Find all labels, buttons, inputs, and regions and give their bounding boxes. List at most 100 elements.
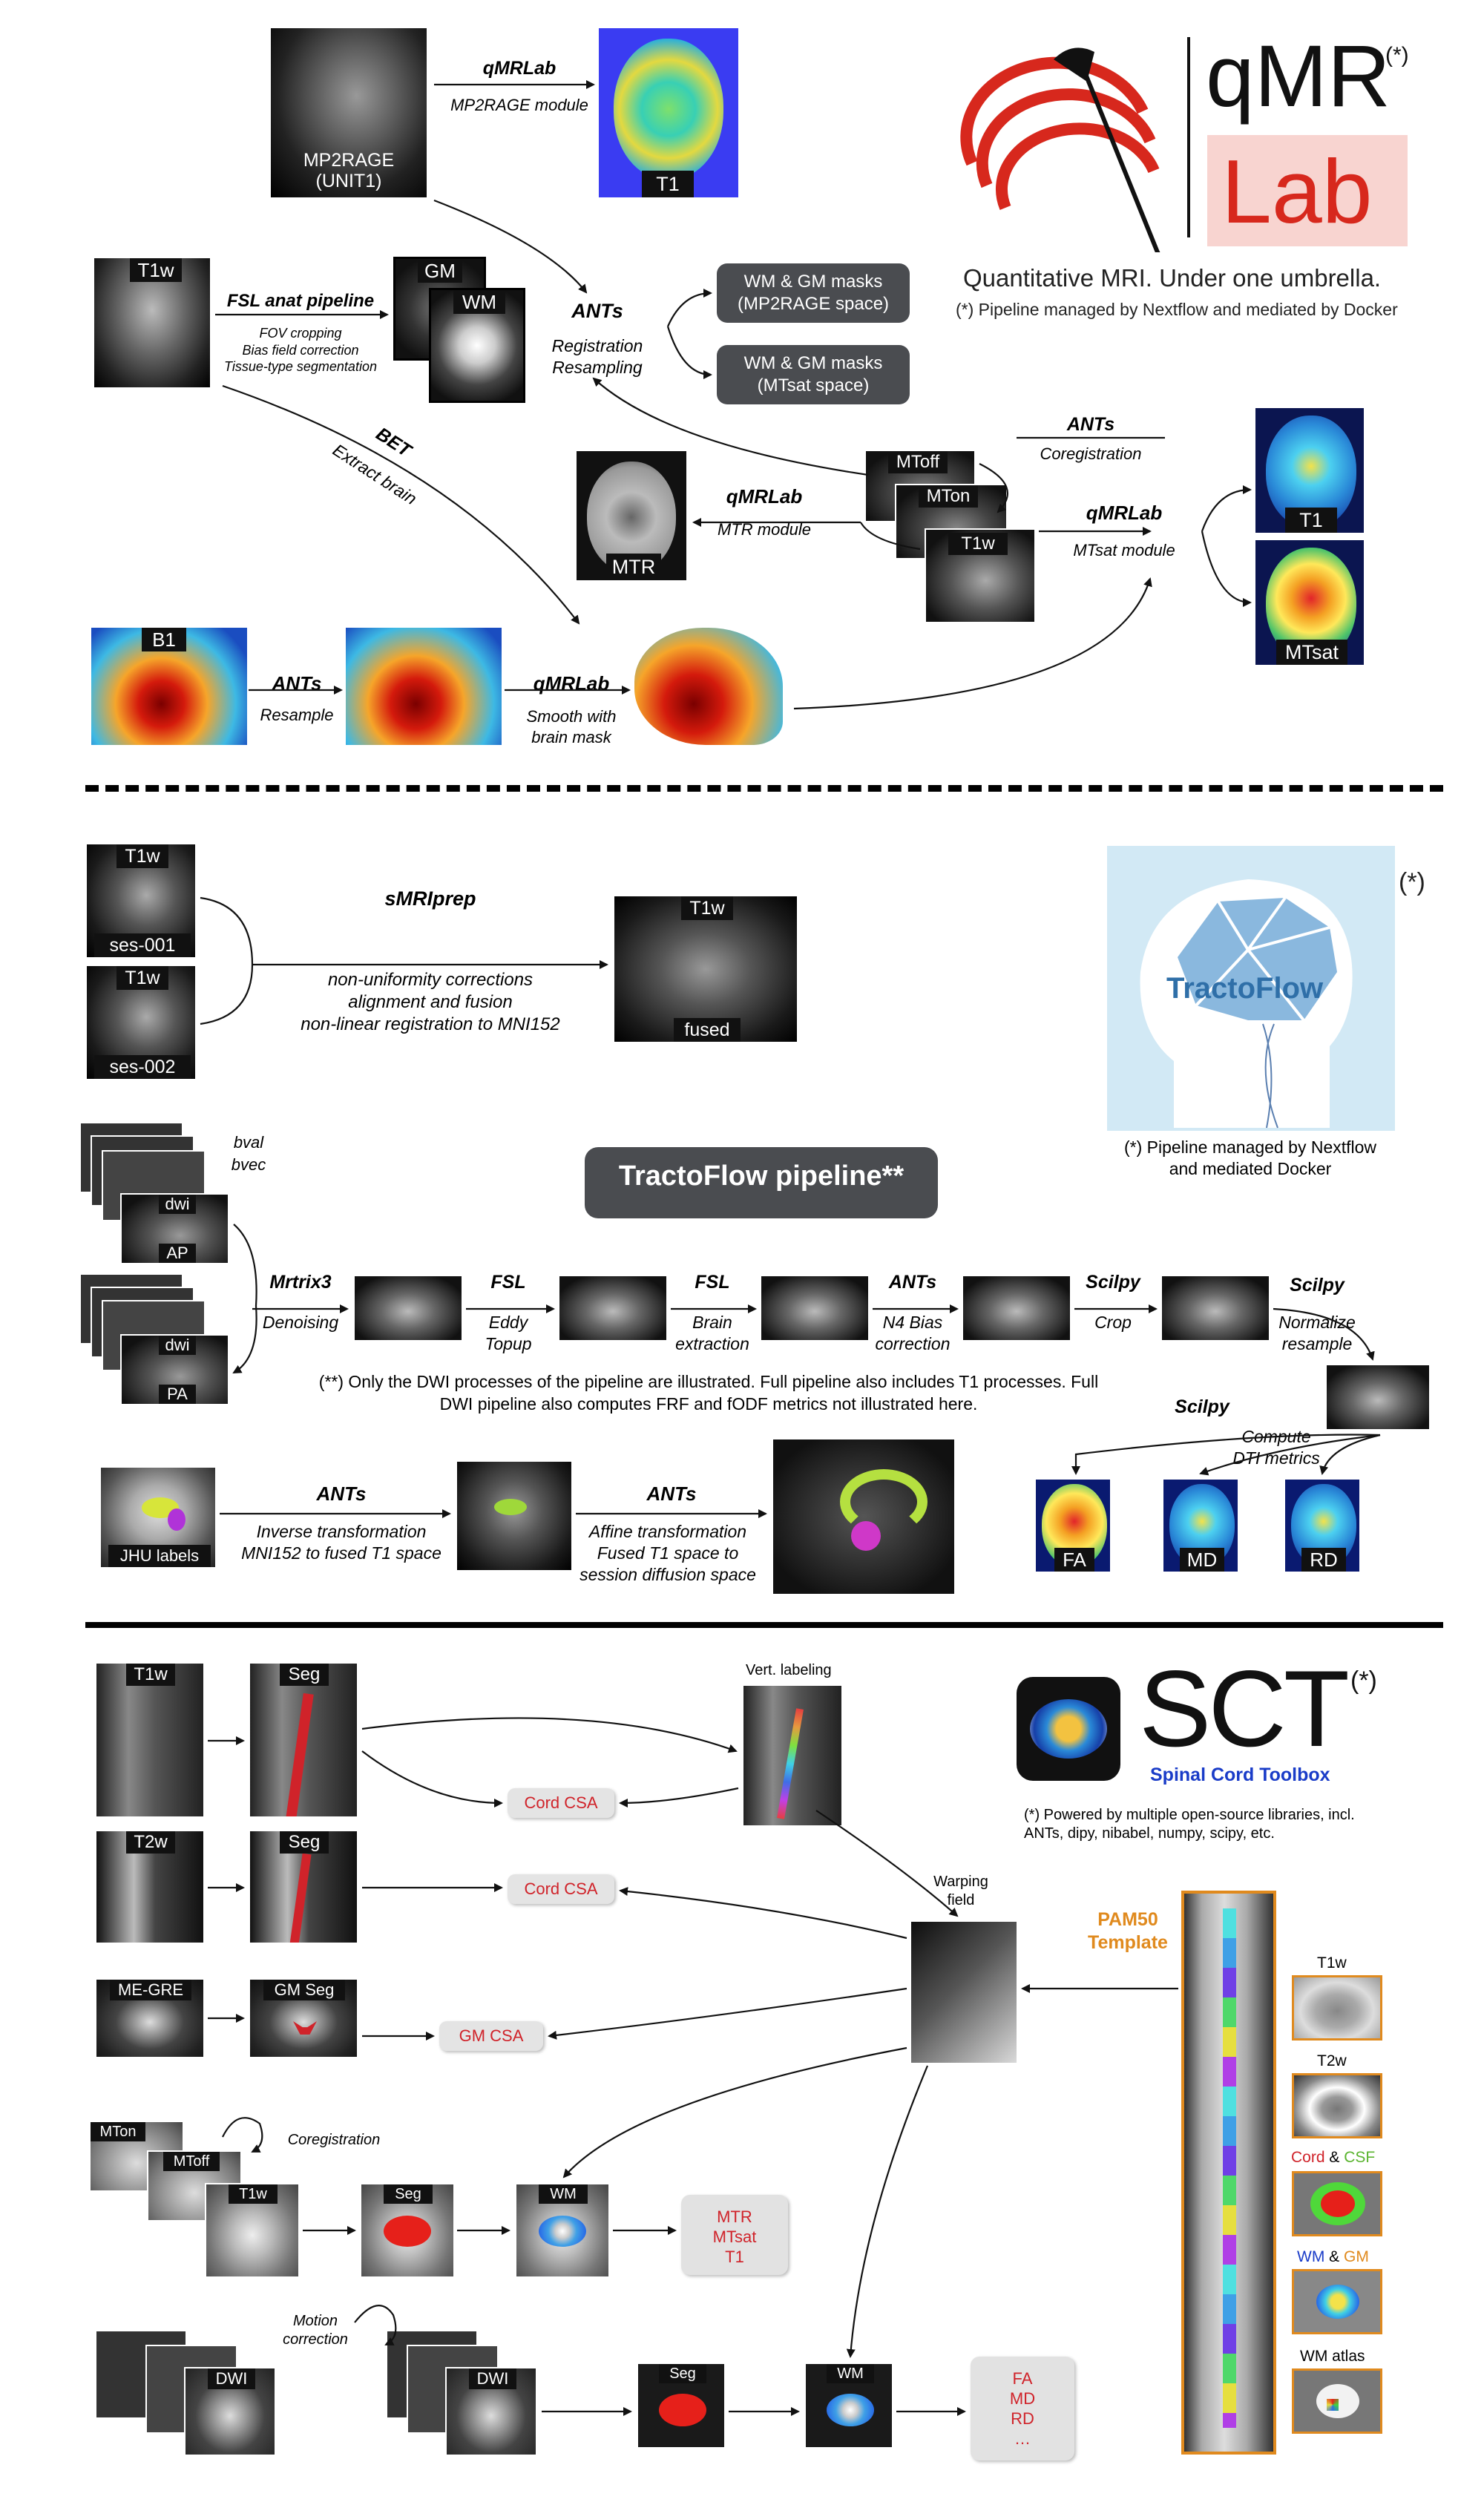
affine-transform-label: Affine transformation Fused T1 space to … [580,1522,756,1584]
tractoflow-logo-text: TractoFlow [1166,972,1324,1005]
tmpl-amp2-text: & [1324,2248,1345,2265]
step-n4-image [962,1275,1071,1342]
step-scilpy1-desc: Crop [1094,1313,1132,1332]
gm-csa: GM CSA [439,2021,543,2051]
dwi-pa-image: dwi PA [120,1334,229,1405]
smriprep-label: sMRIprep [384,887,476,910]
ses2-t1w-image: T1w ses-002 [85,965,197,1080]
tractoflow-logo-note: (*) Pipeline managed by Nextflow and med… [1123,1137,1377,1178]
tmpl-cord-csf-label: Cord & CSF [1291,2149,1375,2167]
sct-mt-seg-label: Seg [384,2184,433,2204]
tmpl-atlas-spot [1327,2399,1339,2411]
section-divider-dashed [85,785,1443,792]
sct-dwi-seg-label: Seg [659,2364,706,2383]
warping-field-image [911,1922,1017,2063]
qmrlab-logo-word-lab: Lab [1221,141,1373,242]
smriprep-steps: non-uniformity corrections alignment and… [301,970,560,1034]
tmpl-t1w-image [1292,1975,1382,2041]
diffusion-tract-b [851,1521,881,1551]
b1-resampled-image [346,628,502,745]
qmrlab-tagline: Quantitative MRI. Under one umbrella. [963,264,1382,292]
dwi-pa-label: dwi [159,1336,196,1355]
mton-label: MTon [919,485,978,508]
mtoff-label: MToff [888,451,948,473]
pam50-label: PAM50 Template [1088,1909,1168,1954]
md-label: MD [1180,1548,1224,1572]
step-scilpy2-desc: Normalize resample [1278,1313,1356,1353]
tmpl-t2w-image [1292,2073,1382,2138]
coregistration-label: Coregistration [1040,444,1142,463]
ses1-label: ses-001 [94,933,191,957]
qmrlab-tool-label: qMRLab [482,58,556,79]
arrow-bet [222,384,580,625]
sct-coregistration-label: Coregistration [287,2132,381,2148]
t1w-sagittal-image: T1w [93,257,211,389]
ants-inverse-label: ANTs [316,1483,367,1505]
registration-resampling-label: Registration Resampling [551,336,643,377]
qmrlab-note: (*) Pipeline managed by Nextflow and med… [956,300,1398,319]
gmseg-label: GM Seg [263,1980,345,2000]
cord-csa-2: Cord CSA [508,1874,614,1904]
motion-correction-label: Motion correction [283,2313,348,2348]
head-brain-icon [1140,879,1353,1129]
gmseg-image: GM Seg [249,1978,358,2058]
dwi-results-box: FA MD RD … [971,2357,1074,2460]
mask-mp2rage-pill: WM & GM masks (MP2RAGE space) [717,263,910,323]
resample-label: Resample [260,706,334,724]
mtr-label: MTR [606,554,661,580]
mp2rage-module-label: MP2RAGE module [450,96,588,114]
megre-label: ME-GRE [110,1980,191,2000]
fa-image: FA [1034,1478,1112,1573]
step-crop-image [1160,1275,1270,1342]
sct-dwi-wm-label: WM [827,2364,874,2383]
wm-mask-image: WM [429,288,525,403]
smooth-label: Smooth with brain mask [526,707,617,746]
arrow-mtsat-t1 [1201,485,1252,532]
step-ants-tool: ANTs [888,1272,937,1293]
t1-output-image: T1 [1254,407,1365,534]
sct-t1w-label: T1w [126,1664,175,1686]
tmpl-t2w-label: T2w [1317,2052,1347,2069]
arrow-mt-coreg [222,2117,263,2153]
b1-map-label: B1 [142,628,186,651]
fused-t1w-image: T1w fused [613,895,798,1043]
qmrlab-logo-divider [1187,37,1190,237]
mtr-qmrlab-label: qMRLab [726,485,803,508]
tmpl-csf-text: CSF [1344,2149,1376,2166]
sct-logo-icon [1017,1677,1120,1781]
sct-mt-seg-image: Seg [360,2183,455,2278]
mt-t1w-image: T1w [925,528,1036,623]
jhu-fused-tract [494,1499,527,1515]
bvec-label: bvec [231,1155,266,1174]
rd-image: RD [1284,1478,1361,1573]
sct-mt-wm-label: WM [539,2184,588,2204]
qmrlab-logo-lab-bg [1207,135,1408,246]
tmpl-t1w-label: T1w [1317,1954,1347,1972]
pam50-vertebra-strip [1223,1908,1236,2428]
tractoflow-footnote: (**) Only the DWI processes of the pipel… [318,1372,1099,1414]
mtsat-module-label: MTsat module [1073,541,1175,559]
tractoflow-logo: TractoFlow [1107,846,1395,1131]
gmseg-butterfly [293,2021,317,2035]
b1-smoothed-image [634,628,783,745]
step-scilpy1-tool: Scilpy [1086,1272,1140,1293]
fused-t1w-label: T1w [681,896,733,920]
sct-mt-wm-blob [539,2216,586,2247]
sct-t2w-label: T2w [126,1831,175,1854]
sct-dwi-seg-blob [659,2394,706,2426]
sct-dwi-image: DWI [184,2367,276,2456]
sct-dwi2-label: DWI [469,2368,516,2389]
b1-map-image: B1 [91,628,247,745]
step-eddy-image [558,1275,668,1342]
sct-t2w-image: T2w [95,1830,205,1944]
sct-mt-wm-image: WM [515,2183,610,2278]
arrow-warp-gmcsa [548,1987,907,2040]
sct-seg1-cord [286,1693,314,1816]
tmpl-amp1-text: & [1324,2149,1345,2166]
sct-dwi-seg-image: Seg [637,2363,726,2449]
arrow-vert-csa [619,1787,739,1808]
t1-output-label: T1 [1285,508,1337,533]
tmpl-wm-gm-label: WM & GM [1297,2248,1369,2266]
ses2-t1w-label: T1w [116,966,168,990]
sct-mtoff-label: MToff [163,2152,220,2171]
